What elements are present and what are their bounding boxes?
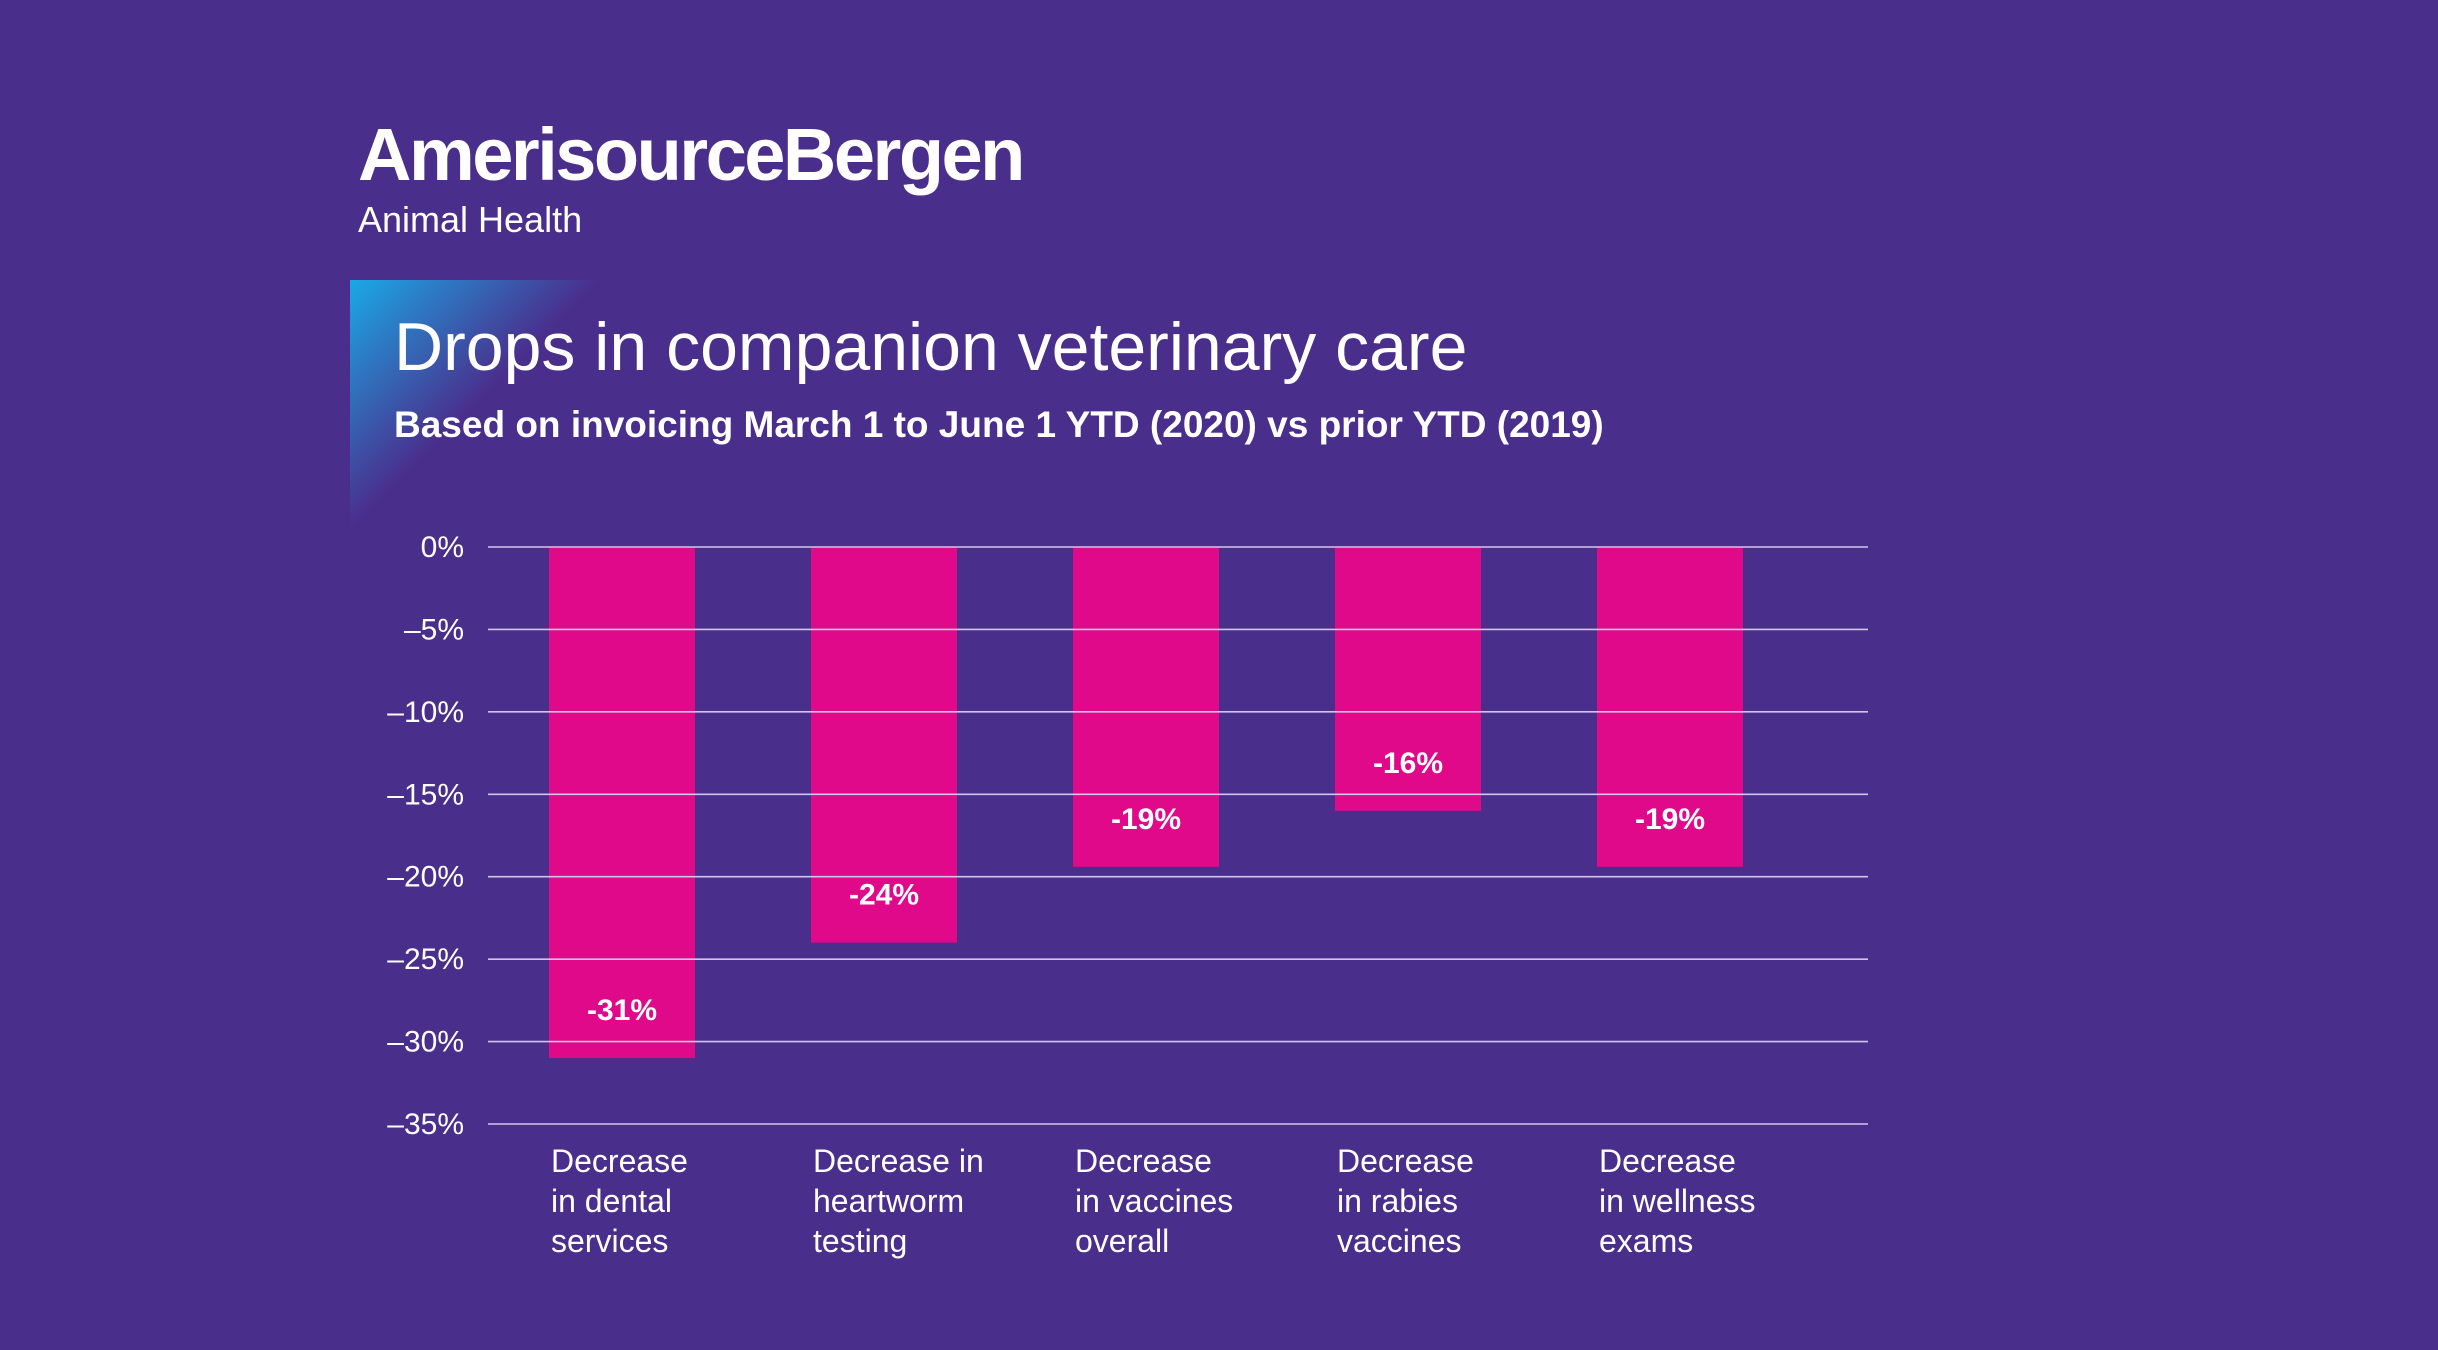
data-label: -19% [1111,803,1181,836]
y-tick-label: –30% [387,1026,464,1059]
bar [1073,547,1219,867]
x-category-label: services [551,1223,668,1259]
chart-subtitle: Based on invoicing March 1 to June 1 YTD… [394,404,1604,445]
x-category-label: Decrease in [813,1143,984,1179]
chart-title: Drops in companion veterinary care [394,309,1468,385]
accent-gradient [350,280,610,540]
brand-logo: AmerisourceBergen Animal Health [358,112,1025,244]
x-category-label: Decrease [1075,1143,1212,1179]
x-category-label: Decrease [1599,1143,1736,1179]
x-category-label: exams [1599,1223,1693,1259]
brand-name: AmerisourceBergen [358,113,1025,196]
x-category-label: in rabies [1337,1183,1458,1219]
y-tick-label: –5% [404,613,464,646]
x-category-label: testing [813,1223,907,1259]
data-label: -24% [849,879,919,912]
x-category-label: Decrease [551,1143,688,1179]
y-tick-label: –15% [387,778,464,811]
x-category-label: vaccines [1337,1223,1462,1259]
x-category-label: overall [1075,1223,1169,1259]
x-category-label: heartworm [813,1183,964,1219]
brand-division: Animal Health [358,199,583,240]
x-category-label: in wellness [1599,1183,1756,1219]
data-label: -19% [1635,803,1705,836]
y-tick-label: –20% [387,861,464,894]
y-tick-label: –35% [387,1108,464,1141]
y-tick-label: 0% [421,531,464,564]
data-label: -16% [1373,747,1443,780]
x-category-label: Decrease [1337,1143,1474,1179]
x-category-label: in vaccines [1075,1183,1233,1219]
bar [1335,547,1481,811]
x-category-label: in dental [551,1183,672,1219]
bar [549,547,695,1059]
bar [1597,547,1743,867]
y-tick-label: –10% [387,696,464,729]
y-tick-label: –25% [387,943,464,976]
data-label: -31% [587,994,657,1027]
